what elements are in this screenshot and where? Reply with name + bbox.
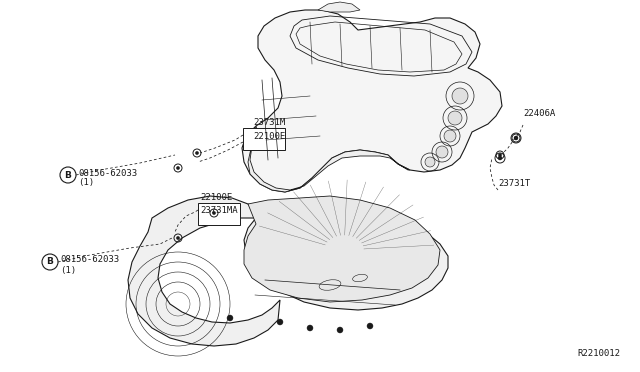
Text: B: B (47, 257, 53, 266)
Polygon shape (248, 126, 410, 192)
Polygon shape (318, 2, 360, 12)
FancyBboxPatch shape (198, 203, 240, 225)
Circle shape (515, 137, 518, 140)
Circle shape (277, 319, 283, 325)
Circle shape (498, 156, 502, 160)
Circle shape (499, 153, 502, 157)
Text: 23731M: 23731M (253, 118, 285, 127)
Text: 08156-62033: 08156-62033 (60, 256, 119, 264)
Polygon shape (242, 10, 502, 192)
Circle shape (177, 166, 180, 170)
Circle shape (307, 325, 313, 331)
Polygon shape (128, 196, 448, 346)
Text: B: B (65, 170, 72, 180)
Circle shape (212, 211, 216, 215)
Circle shape (448, 111, 462, 125)
Circle shape (444, 130, 456, 142)
Circle shape (425, 157, 435, 167)
Text: 23731MA: 23731MA (200, 206, 237, 215)
Polygon shape (244, 196, 440, 302)
Text: 22100E: 22100E (200, 193, 232, 202)
Circle shape (436, 146, 448, 158)
Text: 22100E: 22100E (253, 132, 285, 141)
Circle shape (514, 136, 518, 140)
FancyBboxPatch shape (243, 128, 285, 150)
Circle shape (227, 315, 233, 321)
Circle shape (337, 327, 343, 333)
Circle shape (367, 323, 373, 329)
Text: R2210012: R2210012 (577, 349, 620, 358)
Circle shape (452, 88, 468, 104)
Text: 23731T: 23731T (498, 179, 531, 188)
Circle shape (195, 151, 198, 155)
Text: (1): (1) (78, 179, 94, 187)
Text: 22406A: 22406A (523, 109, 556, 118)
Text: 08156-62033: 08156-62033 (78, 169, 137, 177)
Circle shape (177, 236, 180, 240)
Text: (1): (1) (60, 266, 76, 275)
